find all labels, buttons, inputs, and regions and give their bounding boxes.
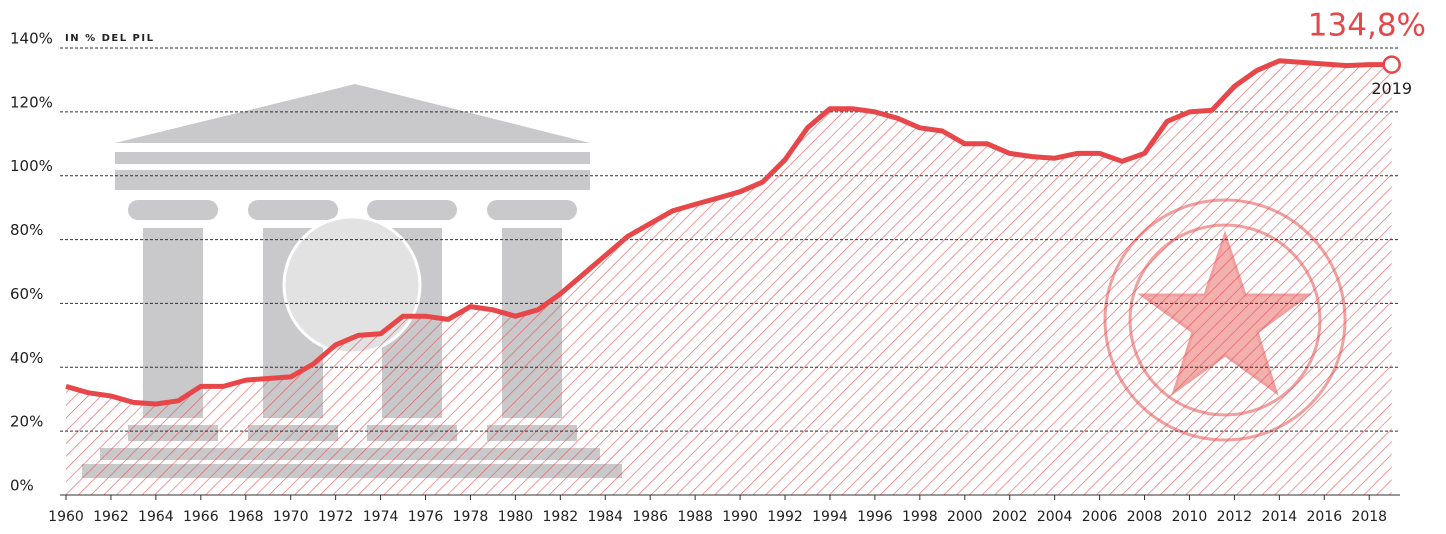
y-tick-label: 40% (10, 349, 43, 367)
x-tick-label: 2002 (992, 509, 1028, 525)
y-tick-label: 20% (10, 413, 43, 431)
x-tick-label: 1978 (453, 509, 489, 525)
y-tick-label: 100% (10, 157, 53, 175)
end-marker (1384, 57, 1400, 73)
x-tick-label: 1976 (408, 509, 444, 525)
x-tick-label: 1980 (498, 509, 534, 525)
x-tick-label: 1986 (632, 509, 668, 525)
y-tick-label: 120% (10, 93, 53, 111)
x-tick-label: 2004 (1037, 509, 1073, 525)
x-tick-label: 2016 (1306, 509, 1342, 525)
x-tick-label: 2010 (1172, 509, 1208, 525)
x-tick-label: 2018 (1351, 509, 1387, 525)
x-tick-label: 1990 (722, 509, 758, 525)
y-tick-label: 0% (10, 477, 34, 495)
x-tick-label: 1972 (318, 509, 354, 525)
x-tick-label: 2008 (1127, 509, 1163, 525)
x-tick-label: 2006 (1082, 509, 1118, 525)
x-tick-label: 1962 (93, 509, 129, 525)
x-tick-label: 1960 (48, 509, 84, 525)
x-tick-label: 1966 (183, 509, 219, 525)
value-label: 134,8% (1308, 8, 1426, 44)
x-tick-label: 2014 (1262, 509, 1298, 525)
x-tick-label: 1998 (902, 509, 938, 525)
x-tick-label: 1970 (273, 509, 309, 525)
x-tick-label: 1968 (228, 509, 264, 525)
end-year-label: 2019 (1371, 79, 1412, 98)
x-tick-label: 1964 (138, 509, 174, 525)
chart: IN % DEL PIL 0% 20% 40% 60% 80% 100% 120% 140% 1… (0, 0, 1446, 534)
y-tick-label: 60% (10, 285, 43, 303)
subtitle: IN % DEL PIL (65, 33, 154, 44)
x-tick-label: 1982 (543, 509, 579, 525)
x-tick-label: 1988 (677, 509, 713, 525)
x-tick-label: 1992 (767, 509, 803, 525)
x-tick-label: 1996 (857, 509, 893, 525)
x-tick-label: 1974 (363, 509, 399, 525)
y-tick-label: 80% (10, 221, 43, 239)
x-tick-label: 1994 (812, 509, 848, 525)
x-tick-label: 2000 (947, 509, 983, 525)
y-tick-label: 140% (10, 30, 53, 48)
x-tick-label: 2012 (1217, 509, 1253, 525)
x-tick-label: 1984 (587, 509, 623, 525)
